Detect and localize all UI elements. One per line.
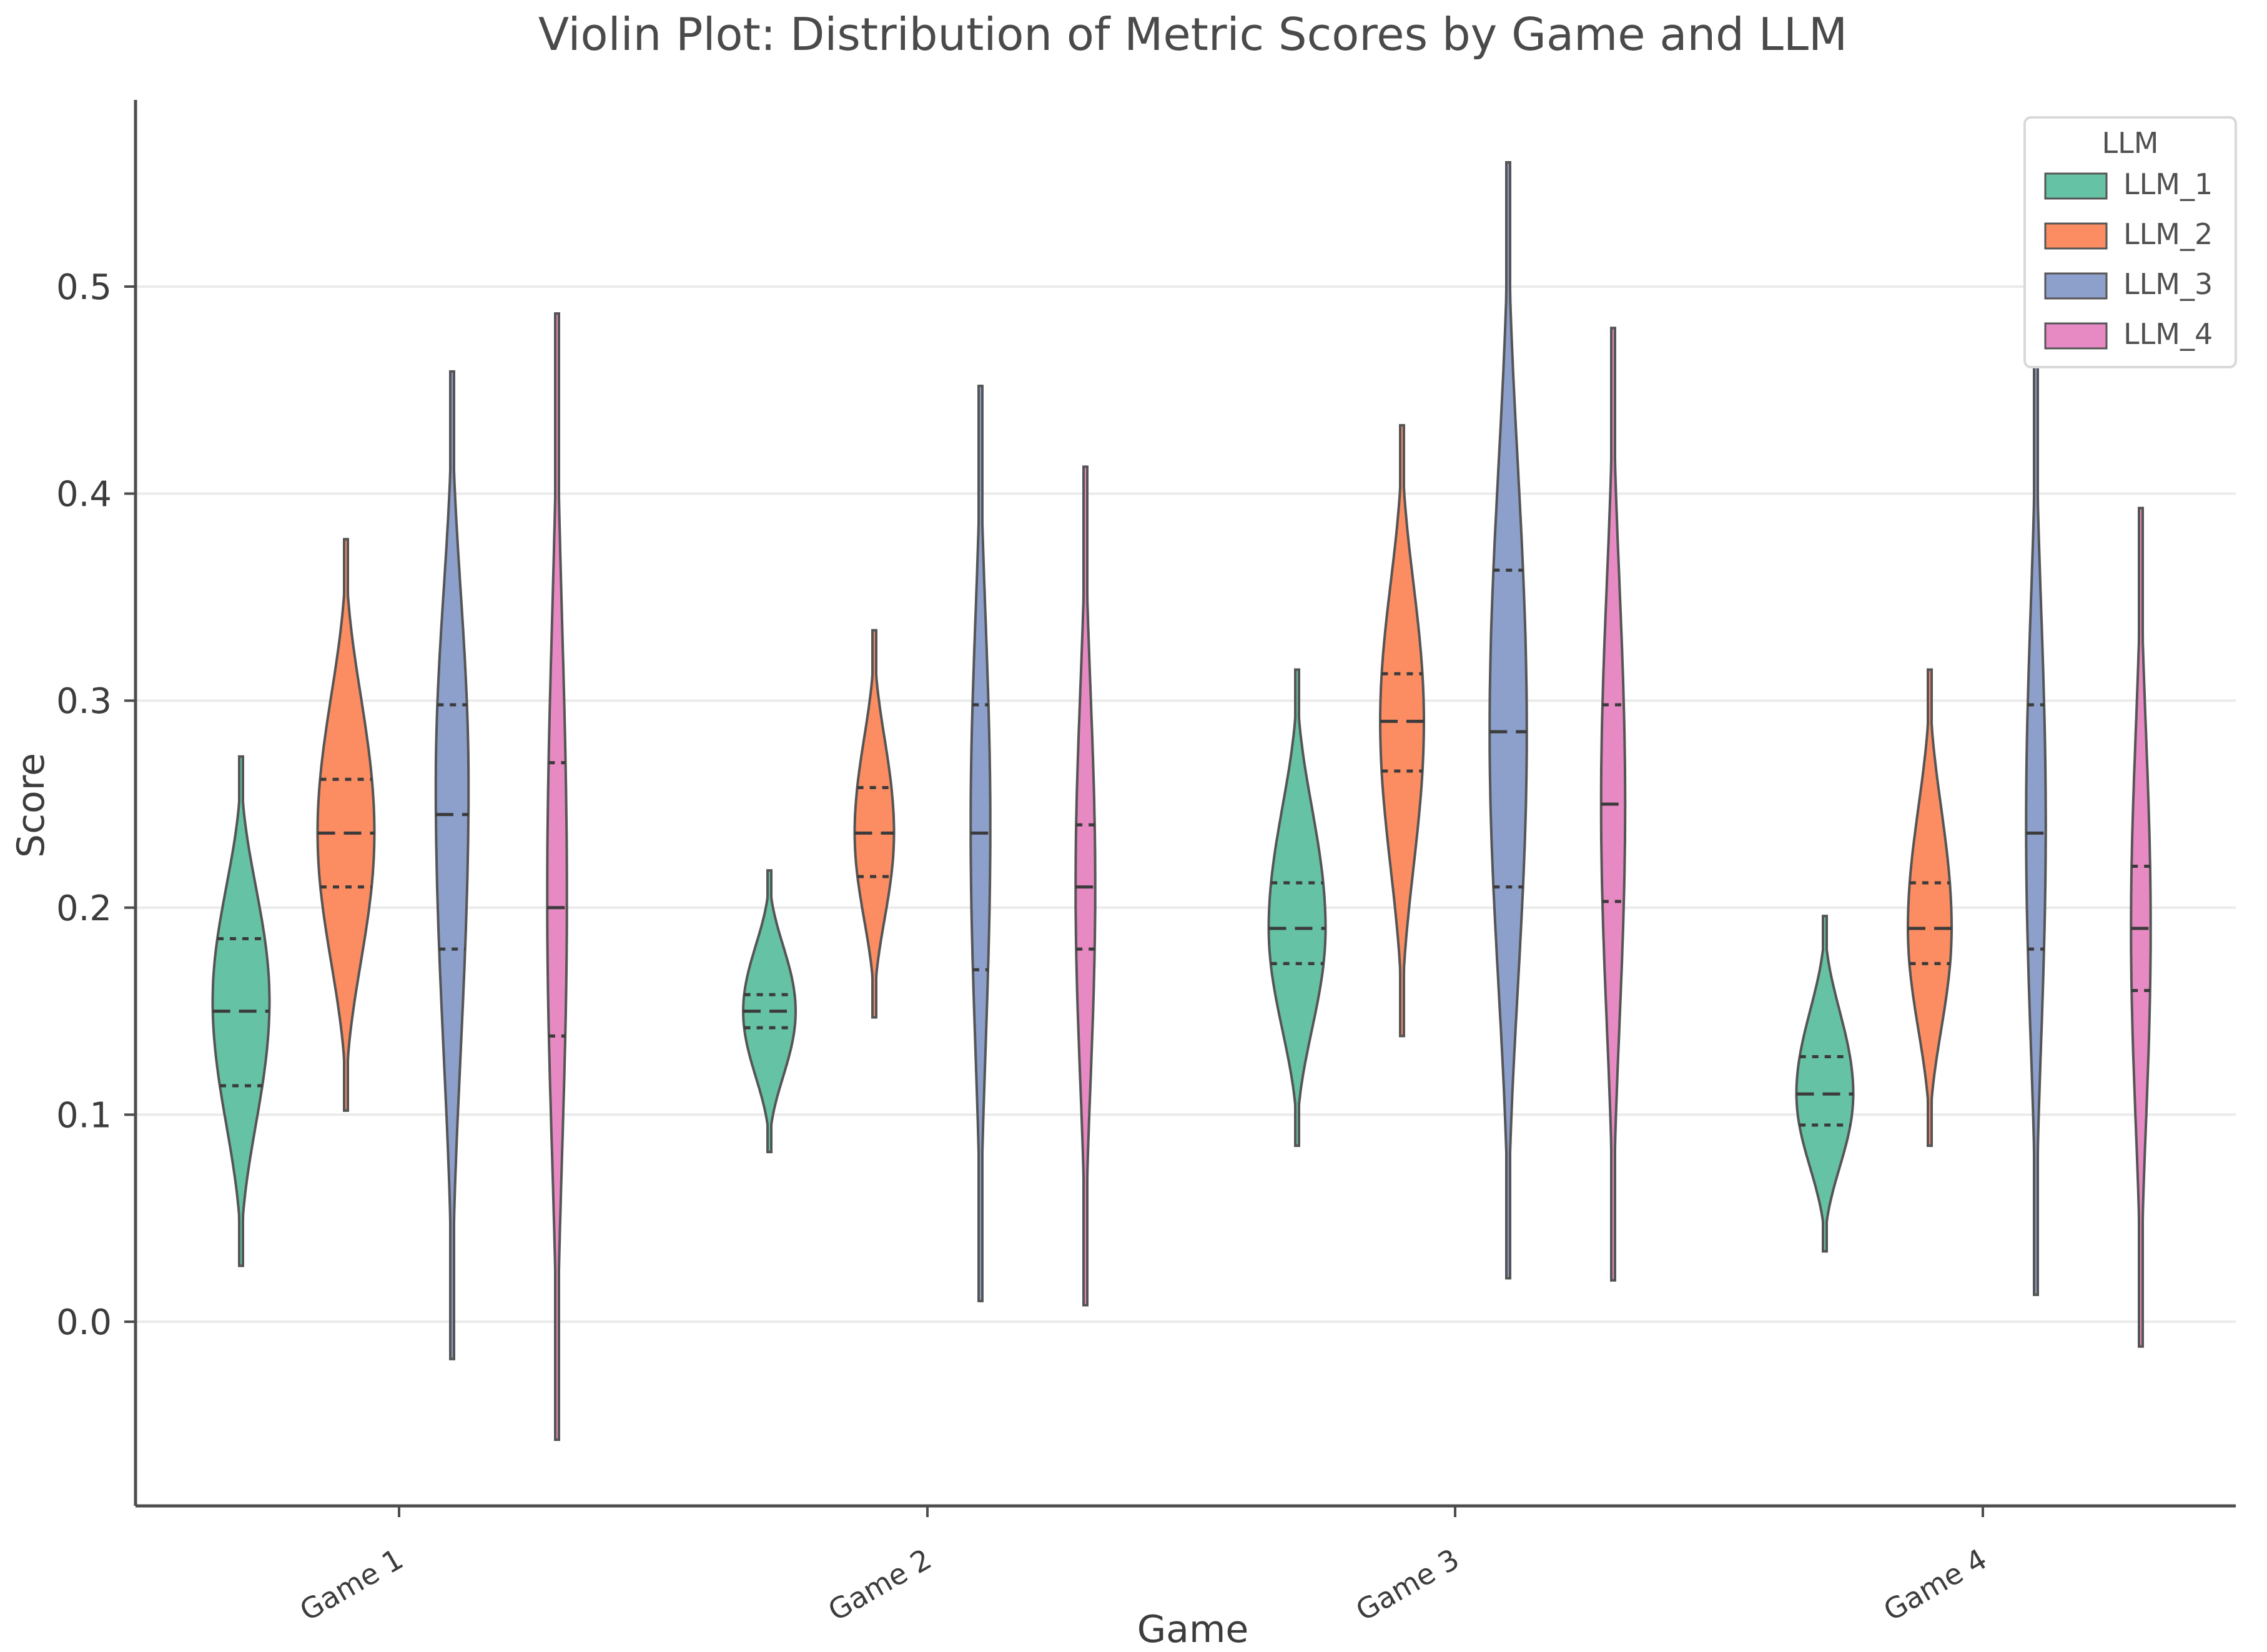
violin-llm-3-game-3 [1488, 160, 1528, 1280]
violin-body [853, 629, 896, 1019]
legend-swatch [2044, 272, 2108, 300]
violin-llm-4-game-4 [2130, 506, 2152, 1348]
x-axis-label: Game [1137, 1608, 1249, 1651]
violin-body [546, 312, 568, 1442]
violin-llm-2-game-2 [853, 629, 896, 1019]
violin-body [434, 370, 470, 1360]
violin-llm-1-game-3 [1267, 668, 1327, 1148]
violin-body [1379, 424, 1425, 1038]
grid-lines [136, 285, 2236, 1323]
violin-body [1267, 668, 1327, 1148]
violin-body [969, 385, 992, 1302]
violin-llm-2-game-4 [1907, 668, 1953, 1148]
chart-title: Violin Plot: Distribution of Metric Scor… [538, 8, 1847, 61]
legend-label: LLM_4 [2123, 317, 2213, 351]
legend-label: LLM_3 [2123, 267, 2213, 301]
legend-swatch [2044, 172, 2108, 200]
violin-llm-4-game-1 [546, 312, 568, 1442]
legend-swatch [2044, 322, 2108, 350]
y-tick-label: 0.4 [56, 474, 112, 515]
legend: LLM LLM_1 LLM_2 LLM_3 LLM_4 [2023, 116, 2237, 368]
violin-body [1907, 668, 1953, 1148]
violins [211, 160, 2152, 1442]
legend-title: LLM [2102, 126, 2159, 160]
y-tick-label: 0.0 [56, 1302, 112, 1343]
y-ticks: 0.0 0.1 0.2 0.3 0.4 0.5 [56, 267, 136, 1343]
violin-body [1488, 160, 1528, 1280]
legend-label: LLM_2 [2123, 217, 2213, 251]
y-tick-label: 0.5 [56, 267, 112, 308]
y-tick-label: 0.1 [56, 1095, 112, 1136]
violin-body [316, 538, 376, 1112]
violin-llm-1-game-4 [1795, 915, 1855, 1253]
violin-llm-2-game-3 [1379, 424, 1425, 1038]
violin-llm-4-game-2 [1074, 465, 1097, 1307]
violin-llm-1-game-2 [741, 869, 798, 1154]
violin-llm-3-game-2 [969, 385, 992, 1302]
legend-swatch [2044, 222, 2108, 250]
legend-label: LLM_1 [2123, 167, 2213, 201]
y-tick-label: 0.2 [56, 888, 112, 929]
violin-llm-4-game-3 [1599, 327, 1627, 1282]
violin-llm-1-game-1 [211, 755, 271, 1267]
violin-body [1795, 915, 1855, 1253]
y-tick-label: 0.3 [56, 681, 112, 722]
legend-entries: LLM_1 LLM_2 LLM_3 LLM_4 [2044, 167, 2213, 351]
violin-llm-2-game-1 [316, 538, 376, 1112]
y-axis-label: Score [9, 753, 53, 858]
violin-llm-3-game-1 [434, 370, 470, 1360]
